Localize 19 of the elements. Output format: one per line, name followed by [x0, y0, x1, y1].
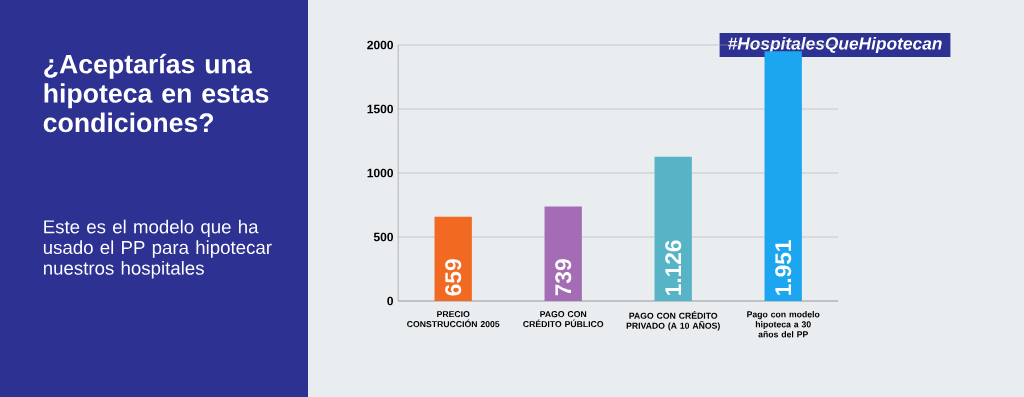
annotation: #HospitalesQueHipotecan — [728, 36, 942, 54]
data-label: 1.951 — [775, 240, 792, 295]
y-tick-label: 1000 — [367, 168, 393, 178]
text: ¿Aceptarías una hipoteca en estas condiciones? — [43, 53, 269, 133]
y-tick-label: 500 — [373, 232, 394, 242]
bar — [544, 206, 582, 301]
y-tick-label: 0 — [387, 296, 394, 306]
x-tick-label: Pago con modelo hipoteca a 30 años del PP — [747, 311, 820, 338]
data-label: 1.126 — [665, 240, 682, 295]
x-tick-label: PAGO CON CRÉDITO PÚBLICO — [523, 311, 604, 328]
text: Este es el modelo que ha usado el PP para hipotecar nuestros hospitales — [43, 219, 272, 279]
y-tick-label: 2000 — [367, 40, 393, 50]
bar — [654, 156, 692, 301]
y-tick-label: 1500 — [367, 104, 393, 114]
x-tick-label: PRECIO CONSTRUCCIÓN 2005 — [407, 311, 500, 328]
x-tick-label: PAGO CON CRÉDITO PRIVADO (A 10 AÑOS) — [626, 311, 720, 331]
data-label: 739 — [555, 259, 572, 296]
data-label: 659 — [445, 259, 462, 296]
bar — [764, 51, 802, 301]
